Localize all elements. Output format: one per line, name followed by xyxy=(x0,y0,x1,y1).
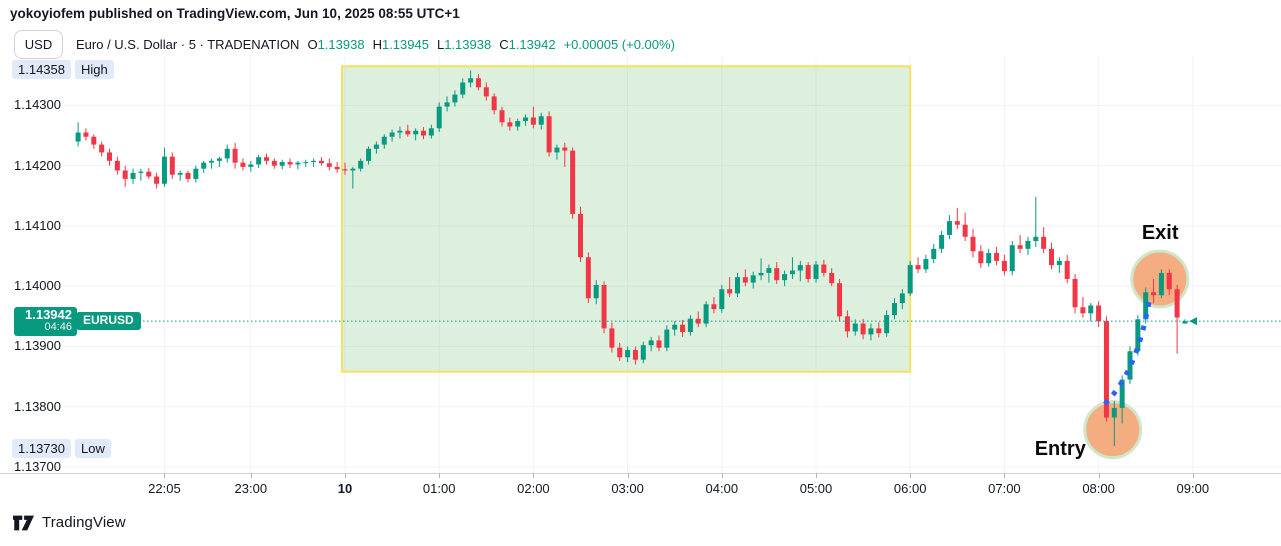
symbol-legend: Euro / U.S. Dollar · 5 · TRADENATION O1.1… xyxy=(76,37,675,52)
symbol-badge: EURUSD xyxy=(76,312,141,331)
time-tick-mark xyxy=(1192,473,1194,478)
time-tick-label: 01:00 xyxy=(422,481,456,496)
high-label: H xyxy=(372,37,382,52)
entry-label: Entry xyxy=(1034,437,1086,460)
current-price-badge: 1.13942 04:46 xyxy=(14,307,77,337)
time-tick-label: 02:00 xyxy=(517,481,550,496)
tradingview-logo[interactable]: TradingView xyxy=(12,514,126,531)
time-tick-mark xyxy=(910,473,912,478)
low-value: 1.13938 xyxy=(444,37,492,52)
time-tick-mark xyxy=(1098,473,1100,478)
high-price-value: 1.14358 xyxy=(12,60,71,80)
time-tick-label: 09:00 xyxy=(1176,481,1210,496)
price-level-label: 1.14100 xyxy=(14,217,61,233)
candle-countdown: 04:46 xyxy=(44,321,72,334)
price-level-label: 1.14300 xyxy=(14,97,61,113)
time-tick-mark xyxy=(345,473,346,478)
time-tick-mark xyxy=(816,473,817,478)
high-price-badge: 1.14358 High xyxy=(12,60,118,80)
time-tick-mark xyxy=(627,473,629,478)
byline: yokoyiofem published on TradingView.com,… xyxy=(10,6,460,21)
tradingview-wordmark: TradingView xyxy=(42,514,126,531)
time-tick-label: 05:00 xyxy=(799,481,833,496)
exit-label: Exit xyxy=(1141,221,1179,244)
time-tick-label: 08:00 xyxy=(1082,481,1115,496)
time-tick-mark xyxy=(439,473,441,478)
time-tick-label: 03:00 xyxy=(611,481,644,496)
time-tick-label: 23:00 xyxy=(234,481,268,496)
current-price-value: 1.13942 xyxy=(25,307,72,323)
price-level-label: 1.13900 xyxy=(14,338,61,354)
symbol-title: Euro / U.S. Dollar · 5 · TRADENATION xyxy=(76,37,300,52)
time-axis-border xyxy=(0,473,1281,474)
close-label: C xyxy=(499,37,509,52)
time-tick-mark xyxy=(1004,473,1006,478)
price-level-label: 1.13800 xyxy=(14,398,61,414)
time-tick-label: 04:00 xyxy=(705,481,739,496)
open-label: O xyxy=(307,37,318,52)
change-value: +0.00005 (+0.00%) xyxy=(563,37,675,52)
time-tick-mark xyxy=(164,473,166,478)
price-level-label: 1.14200 xyxy=(14,157,61,173)
low-label: L xyxy=(436,37,445,52)
low-price-label: Low xyxy=(75,438,111,458)
time-tick-label: 10 xyxy=(337,481,353,496)
currency-button[interactable]: USD xyxy=(14,30,63,59)
time-tick-label: 07:00 xyxy=(988,481,1021,496)
price-level-label: 1.13700 xyxy=(14,458,61,474)
high-price-label: High xyxy=(75,60,114,80)
price-level-label: 1.14000 xyxy=(14,278,61,294)
high-value: 1.13945 xyxy=(381,37,429,52)
low-price-badge: 1.13730 Low xyxy=(12,438,115,458)
tradingview-mark-icon xyxy=(13,515,34,530)
time-tick-mark xyxy=(533,473,535,478)
time-tick-mark xyxy=(721,473,723,478)
close-value: 1.13942 xyxy=(508,37,556,52)
time-tick-label: 06:00 xyxy=(893,481,927,496)
low-price-value: 1.13730 xyxy=(12,438,71,458)
open-value: 1.13938 xyxy=(317,37,365,52)
time-tick-mark xyxy=(250,473,252,478)
time-tick-label: 22:05 xyxy=(148,481,181,496)
